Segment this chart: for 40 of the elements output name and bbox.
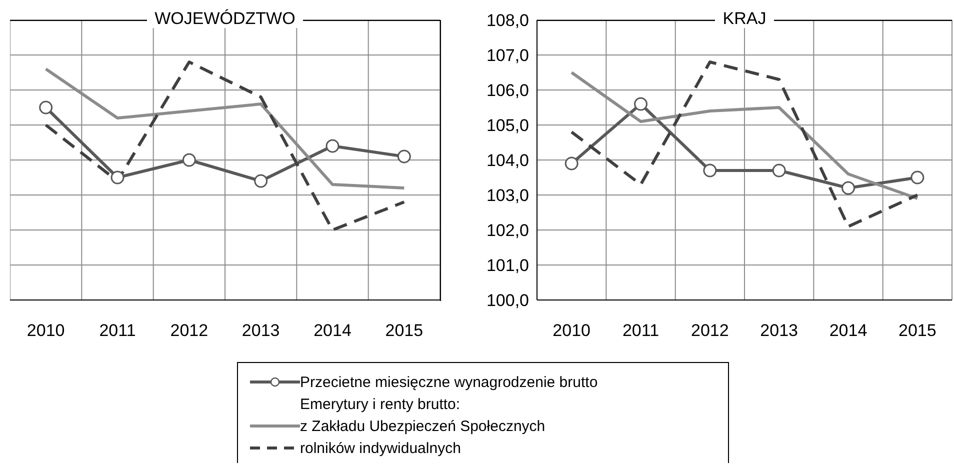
point [110,170,124,184]
x-tick-label: 2014 [829,321,868,340]
x-tick-label: 2015 [898,321,936,340]
point [842,181,855,195]
x-tick-label: 2012 [691,321,729,340]
chart-title: KRAJ [714,9,774,28]
x-tick-label: 2013 [760,321,798,340]
point [254,174,268,188]
x-tick-label: 2014 [314,321,352,340]
legend-label: rolników indywidualnych [300,440,461,456]
x-tick-label: 2015 [385,321,424,340]
x-tick-label: 2010 [552,321,590,340]
chart-title: WOJEWÓDZTWO [146,9,304,28]
line-series [570,60,919,228]
point [564,156,578,170]
y-tick-label: 100,0 [486,291,529,310]
y-tick-label: 101,0 [486,256,529,276]
y-tick-label: 104,0 [486,151,529,170]
legend-label: z Zakładu Ubezpieczeń Społecznych [300,418,546,434]
point [182,153,196,167]
point [397,150,411,164]
x-tick-label: 2010 [26,321,65,340]
y-tick-label: 103,0 [486,186,529,206]
point [703,164,717,178]
point [910,170,924,184]
x-tick-label: 2013 [242,321,280,340]
y-tick-label: 105,0 [486,116,529,136]
point [39,100,53,114]
x-tick-label: 2012 [170,321,208,340]
legend-label: Przecietne miesięczne wynagrodzenie brutto [300,374,598,390]
y-tick-label: 106,0 [486,81,529,100]
x-tick-label: 2011 [622,321,660,340]
y-tick-label: 108,0 [486,11,529,30]
x-tick-label: 2011 [99,321,136,340]
point [326,139,340,153]
text: Emerytury i renty brutto: [300,396,460,412]
y-tick-label: 102,0 [486,221,529,240]
point [634,97,648,111]
point [772,164,786,178]
y-tick-label: 107,0 [486,46,529,66]
